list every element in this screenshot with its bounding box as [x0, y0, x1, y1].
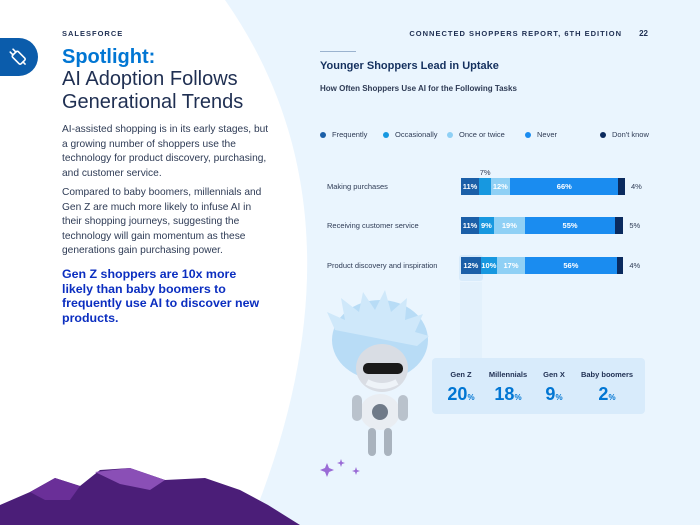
bar-segment	[616, 257, 624, 274]
category-label: Product discovery and inspiration	[327, 261, 438, 270]
bar-value-label: 4%	[629, 261, 641, 270]
bar-segment: 11%	[461, 178, 480, 195]
generation-number: 9	[545, 384, 556, 404]
legend-item: Never	[525, 130, 557, 139]
legend-item: Occasionally	[383, 130, 438, 139]
generation-unit: %	[514, 393, 522, 402]
legend-item: Don't know	[600, 130, 649, 139]
legend-swatch	[320, 131, 326, 138]
bar-value-label: 7%	[479, 168, 491, 177]
legend-swatch	[447, 131, 453, 138]
chart-title: Younger Shoppers Lead in Uptake	[320, 60, 499, 72]
bar-segment: 11%	[461, 217, 480, 234]
chart-legend: Frequently Occasionally Once or twice Never…	[320, 130, 650, 142]
mountain-ridge	[30, 478, 80, 500]
section-badge	[0, 38, 38, 76]
chart-divider	[320, 51, 356, 52]
mascot-illustration	[327, 290, 429, 456]
bar-segment	[479, 178, 491, 195]
brand-label: SALESFORCE	[62, 29, 124, 38]
generation-value: 20%	[431, 384, 491, 405]
bar-value-label: 5%	[629, 221, 641, 230]
intro-paragraph: AI-assisted shopping is in its early sta…	[62, 124, 269, 179]
generation-value: 9%	[524, 384, 584, 405]
bar-value-label: 4%	[631, 182, 642, 191]
bar-segment: 17%	[497, 257, 525, 274]
chart-subtitle: How Often Shoppers Use AI for the Follow…	[320, 84, 517, 93]
generation-unit: %	[608, 393, 616, 402]
generation-unit: %	[555, 393, 563, 402]
generation-name: Gen X	[543, 370, 565, 379]
legend-swatch	[525, 131, 531, 138]
bar-segment: 12%	[490, 178, 511, 195]
generation-number: 18	[494, 384, 515, 404]
generation-unit: %	[467, 393, 475, 402]
bar-segment	[615, 217, 624, 234]
legend-label: Once or twice	[459, 130, 505, 139]
generation-number: 20	[447, 384, 468, 404]
bar-segment: 66%	[510, 178, 619, 195]
report-title: CONNECTED SHOPPERS REPORT, 6TH EDITION	[409, 29, 622, 38]
bar-segment: 56%	[524, 257, 617, 274]
key-stat-callout: Gen Z shoppers are 10x more likely than …	[62, 267, 260, 325]
category-label: Making purchases	[327, 182, 388, 191]
generation-value: 2%	[577, 384, 637, 405]
mountain-illustration	[0, 468, 300, 525]
bar-segment: 10%	[480, 257, 498, 274]
legend-item: Once or twice	[447, 130, 505, 139]
page-title: AI Adoption Follows Generational Trends	[62, 68, 244, 113]
bar-segment	[618, 178, 625, 195]
bar-segment: 55%	[524, 217, 616, 234]
legend-item: Frequently	[320, 130, 367, 139]
usb-plug-icon	[9, 48, 26, 65]
comparison-paragraph: Compared to baby boomers, millennials an…	[62, 187, 262, 256]
generation-panel	[432, 358, 645, 414]
generation-name: Baby boomers	[580, 370, 634, 379]
sparkle-icons	[320, 459, 360, 477]
page-number: 22	[639, 29, 648, 38]
legend-swatch	[383, 131, 389, 138]
generation-value: 18%	[478, 384, 538, 405]
bar-segment: 19%	[493, 217, 525, 234]
bar-segment: 12%	[461, 257, 481, 274]
bar-segment: 9%	[479, 217, 494, 234]
legend-label: Don't know	[612, 130, 649, 139]
generation-name: Millennials	[488, 370, 528, 379]
generation-number: 2	[598, 384, 609, 404]
legend-label: Never	[537, 130, 558, 139]
generation-name: Gen Z	[450, 370, 472, 379]
legend-swatch	[600, 131, 606, 138]
highlight-connector	[460, 282, 482, 358]
legend-label: Frequently	[332, 130, 368, 139]
spotlight-label: Spotlight:	[62, 46, 156, 68]
category-label: Receiving customer service	[327, 221, 419, 230]
mountain-highlight	[95, 468, 165, 490]
legend-label: Occasionally	[395, 130, 438, 139]
